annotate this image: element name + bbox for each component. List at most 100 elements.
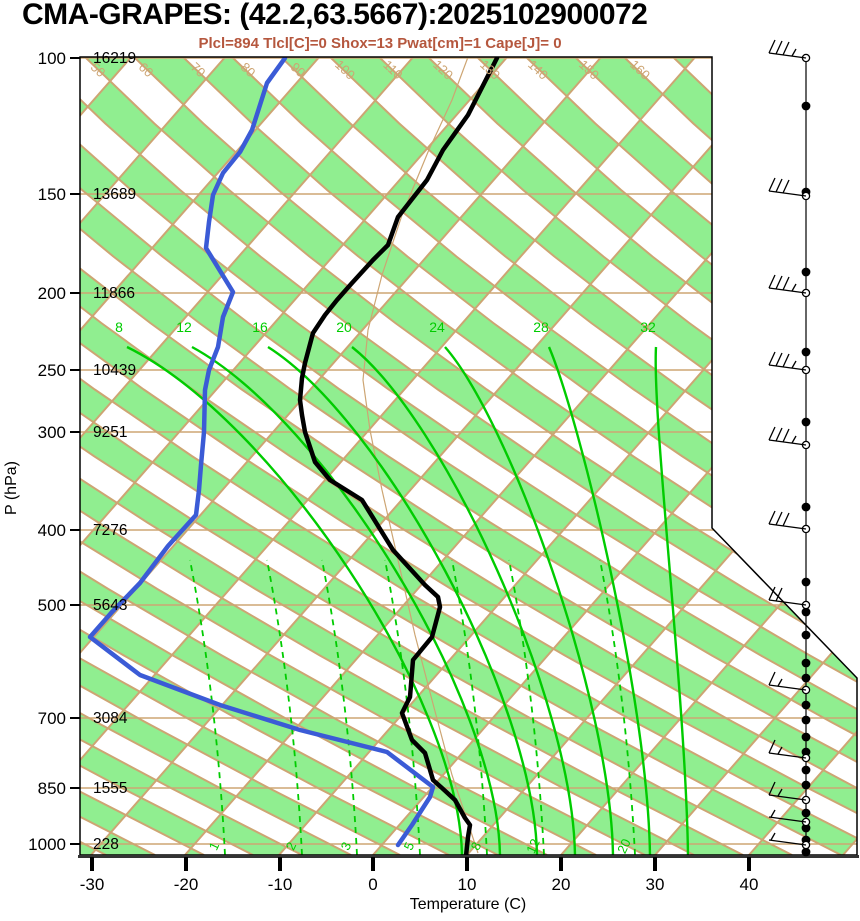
sounding-indices-line: Plcl=894 Tlcl[C]=0 Shox=13 Pwat[cm]=1 Ca… <box>198 35 562 52</box>
wind-barb-full-tick <box>768 177 776 192</box>
dry-adiabat-line <box>80 57 857 855</box>
dry-adiabat-line <box>80 57 857 855</box>
moist-adiabat-line <box>267 345 539 855</box>
isotherm-line <box>278 57 857 855</box>
wind-barb <box>768 177 807 197</box>
edge-isotherm-label: 10 <box>0 0 7 3</box>
wind-barb-staff <box>768 52 807 59</box>
dry-adiabat-line <box>133 57 857 855</box>
isotherm-line <box>80 57 321 855</box>
edge-isotherm-label: 0 <box>0 0 4 3</box>
wind-barb-full-tick <box>775 178 783 193</box>
moist-adiabat-label: 24 <box>429 319 445 335</box>
moist-adiabat-label: 28 <box>533 319 549 335</box>
wind-barb-full-tick <box>775 40 783 55</box>
wind-barb-half-tick <box>791 283 797 292</box>
wind-level-dot <box>801 747 811 757</box>
dry-adiabat-lines <box>80 57 857 855</box>
wind-barb-full-tick <box>768 739 776 754</box>
wind-level-dot <box>801 715 811 725</box>
wind-barb-full-tick <box>768 39 776 54</box>
x-axis-title: Temperature (C) <box>410 896 526 913</box>
wind-barb <box>768 809 807 823</box>
height-label: 1555 <box>93 780 127 797</box>
wind-level-dot <box>801 417 811 427</box>
wind-barb-staff <box>768 523 807 530</box>
chart-title: CMA-GRAPES: (42.2,63.5667):2025102900072 <box>22 0 648 31</box>
wind-level-dot <box>801 765 811 775</box>
edge-isotherm-label: 0 <box>0 0 4 3</box>
wind-barb <box>768 39 807 59</box>
isotherm-line <box>80 57 509 855</box>
wind-barb-full-tick <box>768 781 776 796</box>
wind-barb-staff <box>768 364 807 371</box>
edge-isotherm-label: -30 <box>0 0 9 3</box>
wind-barb-half-tick <box>777 746 783 755</box>
wind-barb-staff <box>768 794 807 801</box>
pressure-tick-label: 200 <box>38 284 66 303</box>
wind-barb-staff <box>768 816 807 823</box>
isotherm-line <box>560 57 857 855</box>
wind-level-dot <box>801 780 811 790</box>
edge-isotherm-label: -20 <box>0 0 9 3</box>
pressure-tick-label: 1000 <box>28 835 66 854</box>
edge-isotherm-label: -10 <box>0 0 9 3</box>
edge-isotherm-label: -30 <box>0 0 9 3</box>
wind-barb-full-tick <box>768 426 776 441</box>
wind-barb-full-tick <box>775 427 783 442</box>
wind-barb-half-tick <box>770 809 776 818</box>
dry-adiabat-line <box>80 57 499 855</box>
height-label: 5643 <box>93 597 127 614</box>
temp-tick-label: 40 <box>740 875 759 894</box>
wind-barb-staff <box>768 839 807 846</box>
pressure-tick-label: 150 <box>38 185 66 204</box>
wind-barb-full-tick <box>768 671 776 686</box>
edge-isotherm-label: 40 <box>0 0 7 3</box>
dry-adiabat-line <box>80 57 793 855</box>
height-label: 7276 <box>93 522 127 539</box>
pressure-tick-label: 100 <box>38 49 66 68</box>
edge-isotherm-label: -10 <box>0 0 9 3</box>
wind-barb <box>768 274 807 294</box>
temp-tick-label: 0 <box>368 875 377 894</box>
temp-tick-label: -10 <box>268 875 293 894</box>
wind-barb-half-tick <box>791 48 797 57</box>
wind-barb-staff <box>768 287 807 294</box>
pressure-tick-label: 250 <box>38 361 66 380</box>
y-axis-title: P (hPa) <box>3 461 20 515</box>
wind-barb-full-tick <box>782 41 790 56</box>
dry-adiabat-line <box>80 57 597 855</box>
wind-barb-half-tick <box>791 360 797 369</box>
dry-adiabat-line <box>80 57 352 855</box>
height-label: 3084 <box>93 710 128 727</box>
moist-adiabat-label: 32 <box>640 319 656 335</box>
temp-tick-label: -30 <box>80 875 105 894</box>
wind-barb-half-tick <box>777 788 783 797</box>
wind-barb-full-tick <box>782 428 790 443</box>
moist-adiabat-label: 16 <box>252 319 268 335</box>
wind-level-dot <box>801 808 811 818</box>
wind-level-dot <box>801 577 811 587</box>
moist-adiabat-line <box>444 346 615 855</box>
pressure-tick-label: 700 <box>38 709 66 728</box>
isotherm-line <box>80 57 227 855</box>
wind-barb-full-tick <box>775 511 783 526</box>
isotherm-line <box>654 57 857 855</box>
moist-adiabat-line <box>126 345 464 855</box>
temp-tick-label: 10 <box>458 875 477 894</box>
moist-adiabat-label: 12 <box>176 319 192 335</box>
wind-barb <box>768 426 807 446</box>
wind-barb <box>768 739 807 759</box>
wind-barb-full-tick <box>768 351 776 366</box>
temperature-curve <box>297 57 500 855</box>
wind-barb-half-tick <box>791 435 797 444</box>
wind-barb-full-tick <box>768 510 776 525</box>
moist-adiabat-lines <box>126 345 690 855</box>
wind-barb-staff <box>768 190 807 197</box>
mixing-ratio-label: 20 <box>614 836 634 855</box>
wind-barb <box>768 510 807 530</box>
dry-adiabat-line <box>182 57 857 855</box>
wind-level-dot <box>801 347 811 357</box>
